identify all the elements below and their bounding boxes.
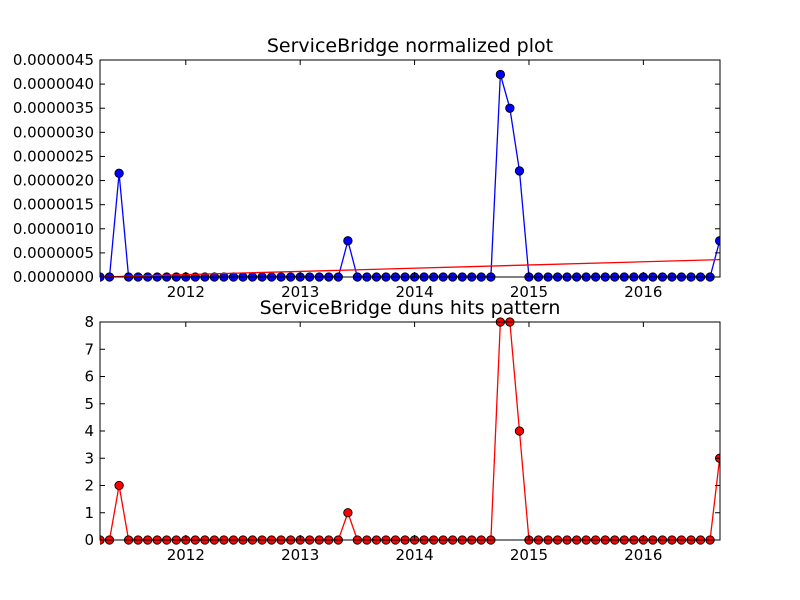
- y-tick-label: 0: [84, 531, 94, 549]
- x-tick-label: 2015: [510, 283, 548, 301]
- series-line-0: [100, 321, 720, 541]
- data-point-0-43: [505, 103, 515, 113]
- x-tick-label: 2012: [167, 283, 205, 301]
- y-tick-label: 0.0000020: [13, 172, 94, 190]
- data-point-0-42: [495, 69, 506, 80]
- y-tick-label: 2: [84, 477, 94, 495]
- data-point-0-26: [343, 236, 353, 246]
- y-tick-label: 0.0000000: [13, 268, 94, 286]
- y-tick-label: 7: [84, 340, 94, 358]
- y-tick-label: 0.0000035: [13, 99, 94, 117]
- x-tick-label: 2014: [395, 283, 433, 301]
- y-tick-label: 0.0000040: [13, 75, 94, 93]
- y-tick-label: 6: [84, 368, 94, 386]
- y-tick-label: 4: [84, 422, 94, 440]
- y-tick-label: 1: [84, 504, 94, 522]
- data-point-0-44: [514, 426, 525, 436]
- x-tick-label: 2016: [624, 546, 662, 564]
- y-tick-label: 0.0000025: [13, 147, 94, 165]
- x-tick-label: 2013: [281, 283, 319, 301]
- y-tick-label: 0.0000045: [13, 51, 94, 69]
- y-tick-label: 0.0000005: [13, 244, 94, 262]
- series-line-0: [100, 74, 720, 278]
- y-tick-label: 5: [84, 395, 94, 413]
- y-tick-label: 0.0000015: [13, 196, 94, 214]
- x-tick-label: 2014: [395, 546, 433, 564]
- x-tick-label: 2013: [281, 546, 319, 564]
- data-point-0-26: [343, 508, 353, 518]
- data-point-0-2: [114, 480, 124, 491]
- chart-title: ServiceBridge normalized plot: [267, 35, 553, 57]
- series-line-1: [100, 258, 720, 278]
- chart-normalized-plot: ServiceBridge normalized plot 2012 2013 201…: [13, 35, 721, 301]
- x-tick-label: 2012: [167, 546, 205, 564]
- y-tick-label: 0.0000030: [13, 123, 94, 141]
- data-point-0-44: [514, 166, 525, 176]
- x-tick-label: 2015: [510, 546, 548, 564]
- x-tick-label: 2016: [624, 283, 662, 301]
- y-tick-label: 3: [84, 449, 94, 467]
- y-tick-label: 0.0000010: [13, 220, 94, 238]
- chart-title: ServiceBridge duns hits pattern: [260, 297, 561, 319]
- plot-frame: [99, 321, 721, 541]
- data-point-0-2: [114, 168, 124, 178]
- plot-frame: [99, 59, 721, 278]
- y-tick-label: 8: [84, 313, 94, 331]
